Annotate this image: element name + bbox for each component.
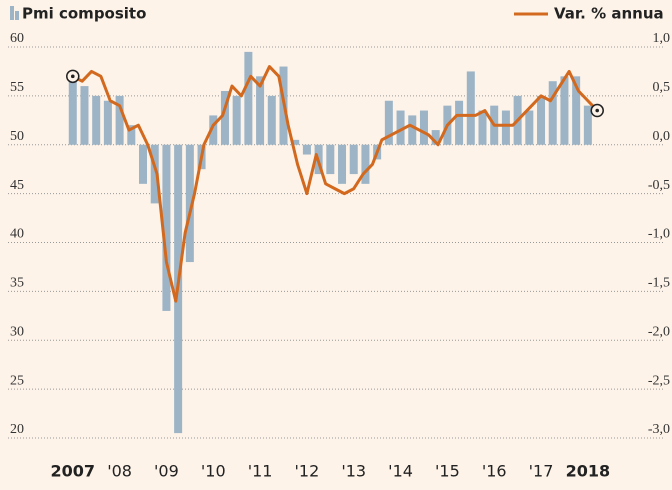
bar <box>408 115 417 145</box>
y2-tick-label: -2,0 <box>648 324 670 339</box>
bar <box>455 100 464 145</box>
x-tick-label: '10 <box>201 462 226 481</box>
bar <box>220 90 229 145</box>
bar <box>537 95 546 145</box>
line <box>72 65 599 303</box>
bar <box>501 110 510 145</box>
x-tick-label: '17 <box>529 462 554 481</box>
bar <box>478 110 487 145</box>
y-tick-label: 20 <box>10 422 24 437</box>
bar <box>244 51 253 145</box>
bar <box>583 105 592 145</box>
bar <box>338 144 347 184</box>
bar <box>267 95 276 145</box>
bar <box>150 144 159 204</box>
y-tick-label: 25 <box>10 373 24 388</box>
bar <box>466 71 475 145</box>
bar <box>232 95 241 145</box>
bar <box>431 130 440 145</box>
x-tick-label: '11 <box>248 462 273 481</box>
x-tick-label: '12 <box>295 462 320 481</box>
bar <box>525 110 534 145</box>
y2-tick-label: 1,0 <box>653 31 671 46</box>
bar <box>127 125 136 145</box>
legend-bar-icon <box>10 6 14 20</box>
bar <box>68 71 77 145</box>
bar <box>396 110 405 145</box>
bar <box>302 144 311 155</box>
x-tick-label: '09 <box>154 462 179 481</box>
y2-tick-label: 0,5 <box>653 80 671 95</box>
bar <box>256 76 265 145</box>
bar <box>139 144 148 184</box>
bar <box>548 81 557 145</box>
bar <box>560 76 569 145</box>
legend-label: Pmi composito <box>22 5 146 23</box>
y-tick-label: 50 <box>10 129 24 144</box>
y2-tick-label: -1,5 <box>648 276 670 291</box>
bar <box>115 95 124 145</box>
bar <box>80 86 89 145</box>
y2-tick-label: -0,5 <box>648 178 670 193</box>
bar <box>419 110 428 145</box>
y-tick-label: 45 <box>10 178 24 193</box>
x-tick-label: '13 <box>341 462 366 481</box>
end-marker-dot <box>595 108 600 113</box>
bar <box>162 144 171 311</box>
x-tick-label: '14 <box>388 462 413 481</box>
x-tick-label: '16 <box>482 462 507 481</box>
y2-tick-label: -3,0 <box>648 422 670 437</box>
y2-tick-label: 0,0 <box>653 129 671 144</box>
bar <box>361 144 370 184</box>
legend-label: Var. % annua <box>554 5 664 23</box>
legend-bar-icon <box>15 11 19 20</box>
end-marker-dot <box>70 74 75 79</box>
bar <box>326 144 335 175</box>
bar <box>384 100 393 145</box>
bar <box>209 115 218 145</box>
y2-tick-label: -2,5 <box>648 373 670 388</box>
y-tick-label: 40 <box>10 227 24 242</box>
y-tick-label: 60 <box>10 31 24 46</box>
bar <box>185 144 194 263</box>
y2-tick-label: -1,0 <box>648 227 670 242</box>
y-tick-label: 55 <box>10 80 24 95</box>
bar <box>572 76 581 145</box>
y-tick-label: 30 <box>10 324 24 339</box>
x-tick-label: '15 <box>435 462 460 481</box>
bar <box>92 95 101 145</box>
bar <box>349 144 358 175</box>
bar <box>103 100 112 145</box>
bar <box>291 139 300 145</box>
x-tick-label: '08 <box>107 462 132 481</box>
y-tick-label: 35 <box>10 276 24 291</box>
x-tick-label: 2018 <box>566 462 611 481</box>
x-tick-label: 2007 <box>51 462 96 481</box>
